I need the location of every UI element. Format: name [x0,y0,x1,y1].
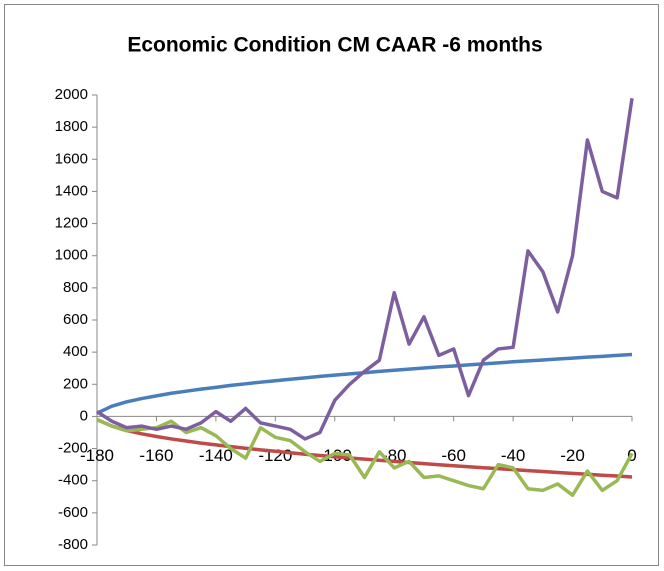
series-line [96,418,634,497]
y-tick-label: 0 [80,407,88,424]
x-tick-label: -160 [139,446,173,465]
x-tick-label: -140 [199,446,233,465]
y-tick-label: 1400 [55,182,88,199]
y-tick-label: 400 [63,343,88,360]
x-tick-label: -180 [80,446,114,465]
y-tick-label: -400 [58,472,88,489]
y-tick-label: 1600 [55,150,88,167]
y-tick-label: 1800 [55,118,88,135]
y-tick-label: 1200 [55,215,88,232]
x-tick-label: -40 [501,446,526,465]
y-tick-label: 800 [63,279,88,296]
series-line [96,418,633,479]
y-tick-label: -600 [58,504,88,521]
y-tick-label: -800 [58,536,88,553]
chart-title: Economic Condition CM CAAR -6 months [127,34,542,57]
y-tick-label: 600 [63,311,88,328]
y-tick-label: 1000 [55,247,88,264]
series-line [96,97,634,441]
x-tick-label: -20 [560,446,585,465]
chart-border [4,4,659,566]
y-tick-label: -200 [58,440,88,457]
x-tick-label: -60 [441,446,466,465]
y-tick-label: 2000 [55,86,88,103]
y-tick-label: 200 [63,375,88,392]
